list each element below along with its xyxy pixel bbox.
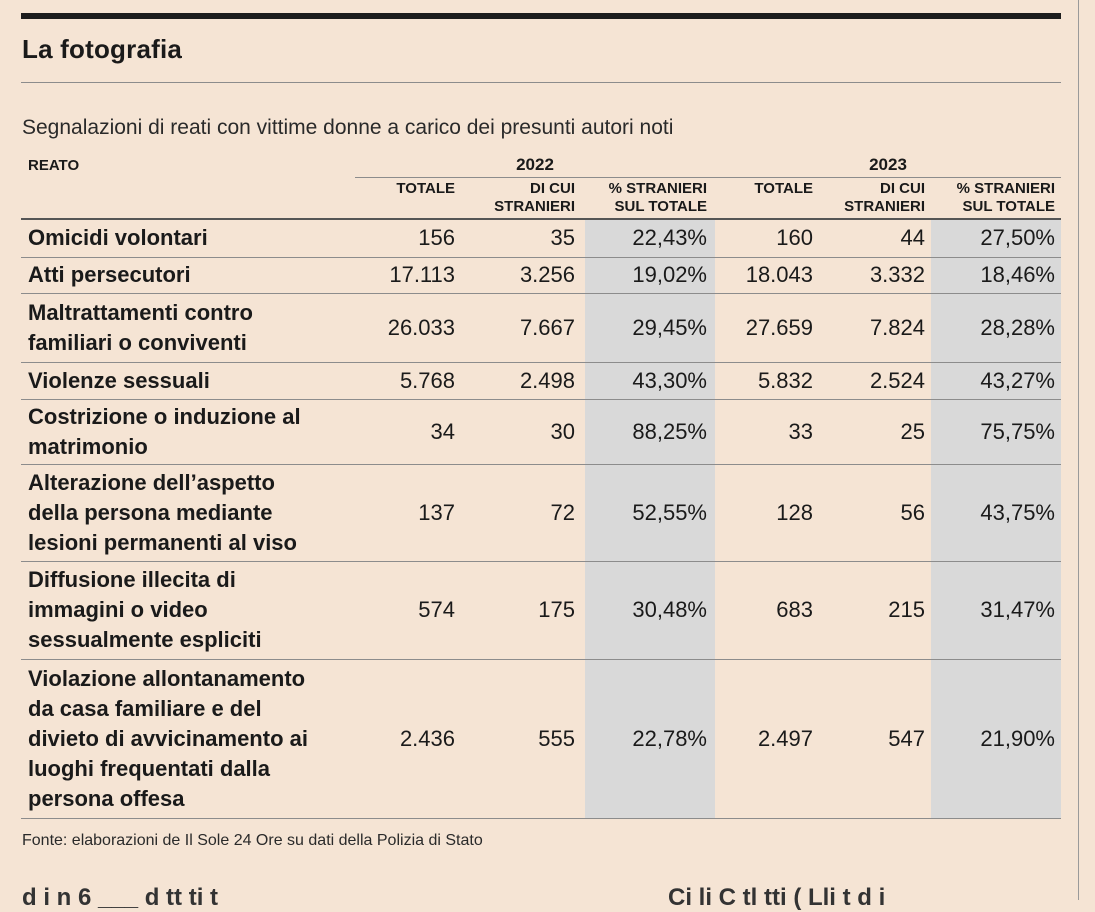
table-subtitle: Segnalazioni di reati con vittime donne … (22, 116, 674, 139)
cell-percent-2022: 88,25% (632, 419, 707, 444)
row-label: Maltrattamenti contro familiari o conviv… (28, 300, 253, 355)
header-percent-2022: % STRANIERI SUL TOTALE (608, 180, 707, 215)
header-year-2023: 2023 (869, 155, 907, 174)
cell-totale-2023: 18.043 (745, 262, 813, 287)
cell-stranieri-2022: 72 (550, 500, 575, 525)
page-title: La fotografia (22, 34, 183, 64)
row-divider (21, 362, 1061, 363)
cell-totale-2023: 5.832 (757, 368, 813, 393)
cell-totale-2022: 5.768 (399, 368, 455, 393)
cell-stranieri-2022: 555 (538, 726, 575, 751)
cell-totale-2023: 2.497 (757, 726, 813, 751)
cell-stranieri-2022: 3.256 (519, 262, 575, 287)
shade-2023-percent (931, 218, 1061, 818)
cell-totale-2022: 2.436 (399, 726, 455, 751)
header-totale-2022: TOTALE (396, 180, 455, 197)
cell-totale-2023: 683 (776, 597, 813, 622)
cell-totale-2023: 160 (776, 225, 813, 250)
header-divider (21, 218, 1061, 220)
cell-percent-2023: 27,50% (980, 225, 1055, 250)
cell-totale-2022: 574 (418, 597, 455, 622)
cell-percent-2023: 31,47% (980, 597, 1055, 622)
cell-percent-2023: 43,27% (980, 368, 1055, 393)
year-divider-2022 (355, 177, 715, 178)
cell-percent-2023: 43,75% (980, 500, 1055, 525)
title-divider (21, 82, 1061, 83)
cell-stranieri-2022: 2.498 (519, 368, 575, 393)
row-label: Costrizione o induzione al matrimonio (28, 404, 301, 459)
cell-percent-2023: 75,75% (980, 419, 1055, 444)
cropped-article-text-left: d i n 6 ___ d tt ti t (22, 884, 219, 911)
cell-stranieri-2023: 3.332 (869, 262, 925, 287)
cell-stranieri-2023: 547 (888, 726, 925, 751)
cell-percent-2022: 19,02% (632, 262, 707, 287)
row-divider (21, 464, 1061, 465)
row-label: Omicidi volontari (28, 225, 208, 250)
row-divider (21, 659, 1061, 660)
header-stranieri-2022: DI CUI STRANIERI (494, 180, 575, 215)
cell-totale-2022: 156 (418, 225, 455, 250)
cell-stranieri-2023: 25 (900, 419, 925, 444)
cell-totale-2022: 137 (418, 500, 455, 525)
cell-totale-2023: 33 (788, 419, 813, 444)
cell-stranieri-2022: 30 (550, 419, 575, 444)
row-label: Diffusione illecita di immagini o video … (28, 567, 262, 652)
row-divider (21, 399, 1061, 400)
row-divider (21, 293, 1061, 294)
cell-totale-2022: 34 (430, 419, 455, 444)
cell-stranieri-2023: 2.524 (869, 368, 925, 393)
cell-percent-2022: 43,30% (632, 368, 707, 393)
cell-percent-2023: 21,90% (980, 726, 1055, 751)
header-reato: REATO (28, 157, 80, 174)
cell-stranieri-2022: 7.667 (519, 315, 575, 340)
cell-totale-2023: 27.659 (745, 315, 813, 340)
row-divider (21, 561, 1061, 562)
cell-percent-2022: 52,55% (632, 500, 707, 525)
cell-stranieri-2023: 56 (900, 500, 925, 525)
cell-totale-2022: 17.113 (389, 262, 455, 287)
cell-totale-2023: 128 (776, 500, 813, 525)
cell-percent-2022: 29,45% (632, 315, 707, 340)
cell-percent-2022: 22,43% (632, 225, 707, 250)
shade-2022-percent (585, 218, 715, 818)
row-divider (21, 257, 1061, 258)
cell-stranieri-2023: 215 (888, 597, 925, 622)
top-rule (21, 13, 1061, 19)
row-label: Violenze sessuali (28, 368, 210, 393)
cell-stranieri-2023: 7.824 (869, 315, 925, 340)
header-percent-2023: % STRANIERI SUL TOTALE (956, 180, 1055, 215)
source-note: Fonte: elaborazioni de Il Sole 24 Ore su… (22, 832, 483, 849)
header-stranieri-2023: DI CUI STRANIERI (844, 180, 925, 215)
cropped-article-text-right: Ci li C tl tti ( Lli t d i (668, 884, 886, 911)
cell-stranieri-2023: 44 (900, 225, 925, 250)
row-label: Atti persecutori (28, 262, 191, 287)
cell-percent-2023: 28,28% (980, 315, 1055, 340)
cell-stranieri-2022: 35 (550, 225, 575, 250)
cell-totale-2022: 26.033 (387, 315, 455, 340)
header-year-2022: 2022 (516, 155, 554, 174)
row-divider (21, 818, 1061, 819)
row-label: Violazione allontanamento da casa famili… (28, 666, 308, 811)
year-divider-2023 (715, 177, 1061, 178)
page-edge (1078, 0, 1079, 900)
cell-percent-2023: 18,46% (980, 262, 1055, 287)
header-totale-2023: TOTALE (754, 180, 813, 197)
row-label: Alterazione dell’aspetto della persona m… (28, 470, 297, 555)
cell-percent-2022: 22,78% (632, 726, 707, 751)
cell-percent-2022: 30,48% (632, 597, 707, 622)
cell-stranieri-2022: 175 (538, 597, 575, 622)
